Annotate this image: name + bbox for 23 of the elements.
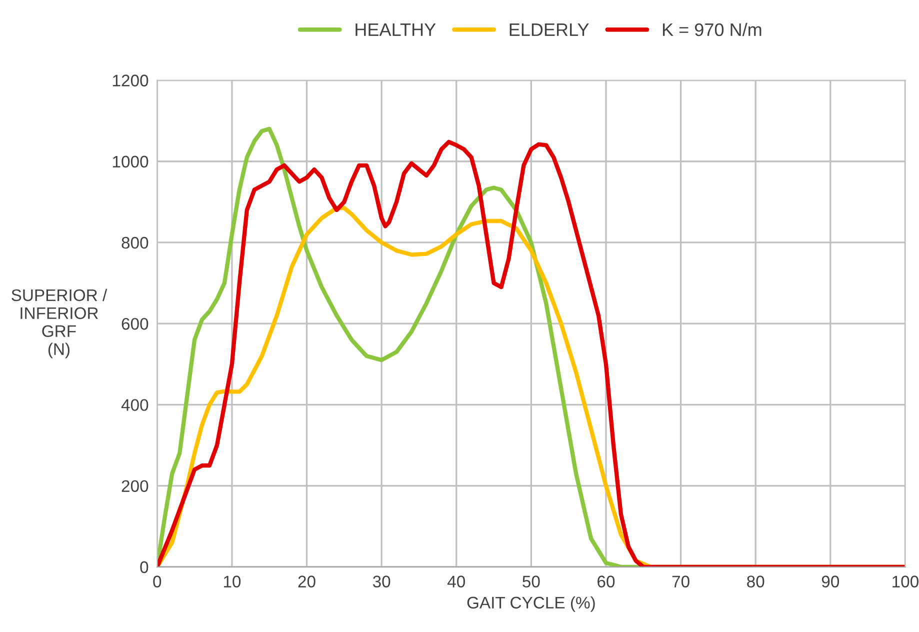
legend-label: ELDERLY	[510, 24, 589, 36]
x-tick-label: 40	[447, 576, 465, 588]
y-tick-label: 400	[121, 399, 148, 411]
x-tick-label: 70	[672, 576, 690, 588]
y-tick-label: 0	[140, 561, 148, 574]
x-tick-label: 30	[372, 576, 390, 588]
x-tick-label: 80	[747, 576, 764, 588]
y-tick-label: 200	[122, 480, 148, 492]
x-axis-title: GAIT CYCLE (%)	[467, 596, 595, 612]
y-tick-label: 800	[122, 236, 148, 249]
x-tick-label: 20	[298, 576, 316, 588]
y-tick-label: 1200	[113, 74, 148, 86]
y-tick-label: 1000	[113, 156, 148, 168]
y-axis-title: SUPERIOR / INFERIOR GRF (N)	[12, 288, 108, 358]
x-tick-label: 0	[153, 576, 162, 588]
x-tick-label: 90	[822, 576, 840, 588]
x-tick-label: 100	[892, 576, 918, 588]
x-tick-label: 50	[522, 576, 540, 588]
y-tick-label: 600	[122, 318, 148, 330]
x-tick-label: 60	[598, 576, 615, 588]
legend-label: HEALTHY	[356, 24, 436, 36]
x-tick-label: 10	[224, 576, 241, 588]
legend-label: K = 970 N/m	[662, 22, 762, 36]
